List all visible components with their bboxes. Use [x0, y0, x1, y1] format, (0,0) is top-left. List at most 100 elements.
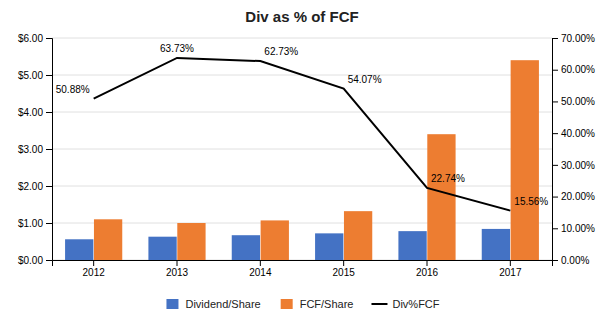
axis-line	[46, 39, 53, 261]
bar	[94, 219, 122, 260]
tick: 2016	[416, 260, 439, 278]
tick-label: 2013	[166, 267, 189, 278]
tick-label: 0.00%	[561, 255, 589, 266]
line	[94, 58, 511, 211]
x-axis: 2012 2013 2014 2015 2016 2017	[53, 260, 553, 278]
tick-label: $6.00	[18, 33, 43, 44]
legend-label: Dividend/Share	[185, 298, 260, 310]
y2-axis: 0.00% 10.00% 20.00% 30.00% 40.00% 50.00% 60.00…	[552, 33, 595, 266]
data-label: 54.07%	[348, 74, 382, 85]
tick: 40.00%	[552, 128, 595, 139]
bar	[177, 223, 205, 260]
tick: $6.00	[18, 33, 52, 44]
tick: 2013	[166, 260, 189, 278]
legend-label: FCF/Share	[300, 298, 354, 310]
y-axis: $0.00$1.00$2.00$3.00$4.00$5.00$6.00	[18, 33, 53, 266]
tick-mark	[93, 260, 94, 266]
tick-mark	[427, 260, 428, 266]
legend-swatch	[281, 299, 293, 309]
tick-label: 40.00%	[561, 128, 595, 139]
tick-mark	[260, 260, 261, 266]
tick: 20.00%	[552, 191, 595, 202]
tick-label: 2015	[333, 267, 356, 278]
tick-label: $3.00	[18, 144, 43, 155]
tick-mark	[46, 38, 52, 39]
bar	[398, 231, 426, 260]
tick-mark	[46, 260, 52, 261]
tick: 2014	[249, 260, 272, 278]
bar	[261, 220, 289, 260]
data-label: 15.56%	[514, 196, 548, 207]
tick-label: 2017	[499, 267, 522, 278]
grid-line	[52, 38, 552, 39]
tick-label: $5.00	[18, 70, 43, 81]
legend: Dividend/Share FCF/Share Div%FCF	[166, 298, 439, 310]
tick: 50.00%	[552, 96, 595, 107]
tick-label: $1.00	[18, 218, 43, 229]
tick-mark	[343, 260, 344, 266]
legend-swatch	[371, 303, 387, 305]
tick-label: 70.00%	[561, 33, 595, 44]
tick-mark	[552, 228, 558, 229]
bar	[65, 239, 93, 260]
tick: 2017	[499, 260, 522, 278]
legend-item: Dividend/Share	[166, 298, 260, 310]
tick: $0.00	[18, 255, 52, 266]
bar	[511, 60, 539, 260]
data-label: 63.73%	[160, 43, 194, 54]
tick-label: $4.00	[18, 107, 43, 118]
tick-label: $0.00	[18, 255, 43, 266]
tick-label: 20.00%	[561, 191, 595, 202]
data-labels: 50.88% 63.73% 62.73% 54.07% 22.74% 15.56%	[56, 43, 549, 207]
tick: $3.00	[18, 144, 52, 155]
tick-mark	[552, 197, 558, 198]
bar-series	[94, 60, 539, 260]
tick-mark	[510, 260, 511, 266]
tick-mark	[46, 112, 52, 113]
legend-label: Div%FCF	[392, 298, 439, 310]
tick-mark	[46, 223, 52, 224]
data-label: 22.74%	[431, 173, 465, 184]
data-label: 62.73%	[264, 46, 298, 57]
grid-line	[52, 112, 552, 113]
marks	[65, 58, 539, 260]
legend-item: FCF/Share	[281, 298, 354, 310]
bar	[232, 235, 260, 260]
bar	[482, 229, 510, 260]
tick-mark	[552, 38, 558, 39]
bar	[315, 233, 343, 260]
tick-mark	[46, 186, 52, 187]
tick-mark	[552, 70, 558, 71]
tick-mark	[552, 101, 558, 102]
chart: $0.00$1.00$2.00$3.00$4.00$5.00$6.000.00%…	[0, 0, 610, 318]
tick-mark	[177, 260, 178, 266]
tick: 2012	[83, 260, 106, 278]
bar	[427, 134, 455, 260]
tick-mark	[46, 75, 52, 76]
grid-line	[52, 149, 552, 150]
axis-line	[553, 39, 559, 261]
legend-swatch	[166, 299, 178, 309]
tick-label: 2016	[416, 267, 439, 278]
bar	[148, 237, 176, 260]
tick-label: 2012	[83, 267, 106, 278]
grid-line	[52, 223, 552, 224]
legend-item: Div%FCF	[371, 298, 439, 310]
tick: 60.00%	[552, 64, 595, 75]
data-label: 50.88%	[56, 84, 90, 95]
tick: 30.00%	[552, 160, 595, 171]
tick-mark	[46, 149, 52, 150]
tick-label: 10.00%	[561, 223, 595, 234]
tick-mark	[552, 133, 558, 134]
tick-mark	[552, 165, 558, 166]
tick: 0.00%	[552, 255, 589, 266]
tick: 2015	[333, 260, 356, 278]
tick: $5.00	[18, 70, 52, 81]
grid	[52, 38, 552, 260]
tick-label: 30.00%	[561, 160, 595, 171]
tick-label: 60.00%	[561, 64, 595, 75]
title: Div as % of FCF	[245, 8, 358, 25]
tick-label: 50.00%	[561, 96, 595, 107]
axis-line	[53, 261, 553, 267]
tick: $4.00	[18, 107, 52, 118]
